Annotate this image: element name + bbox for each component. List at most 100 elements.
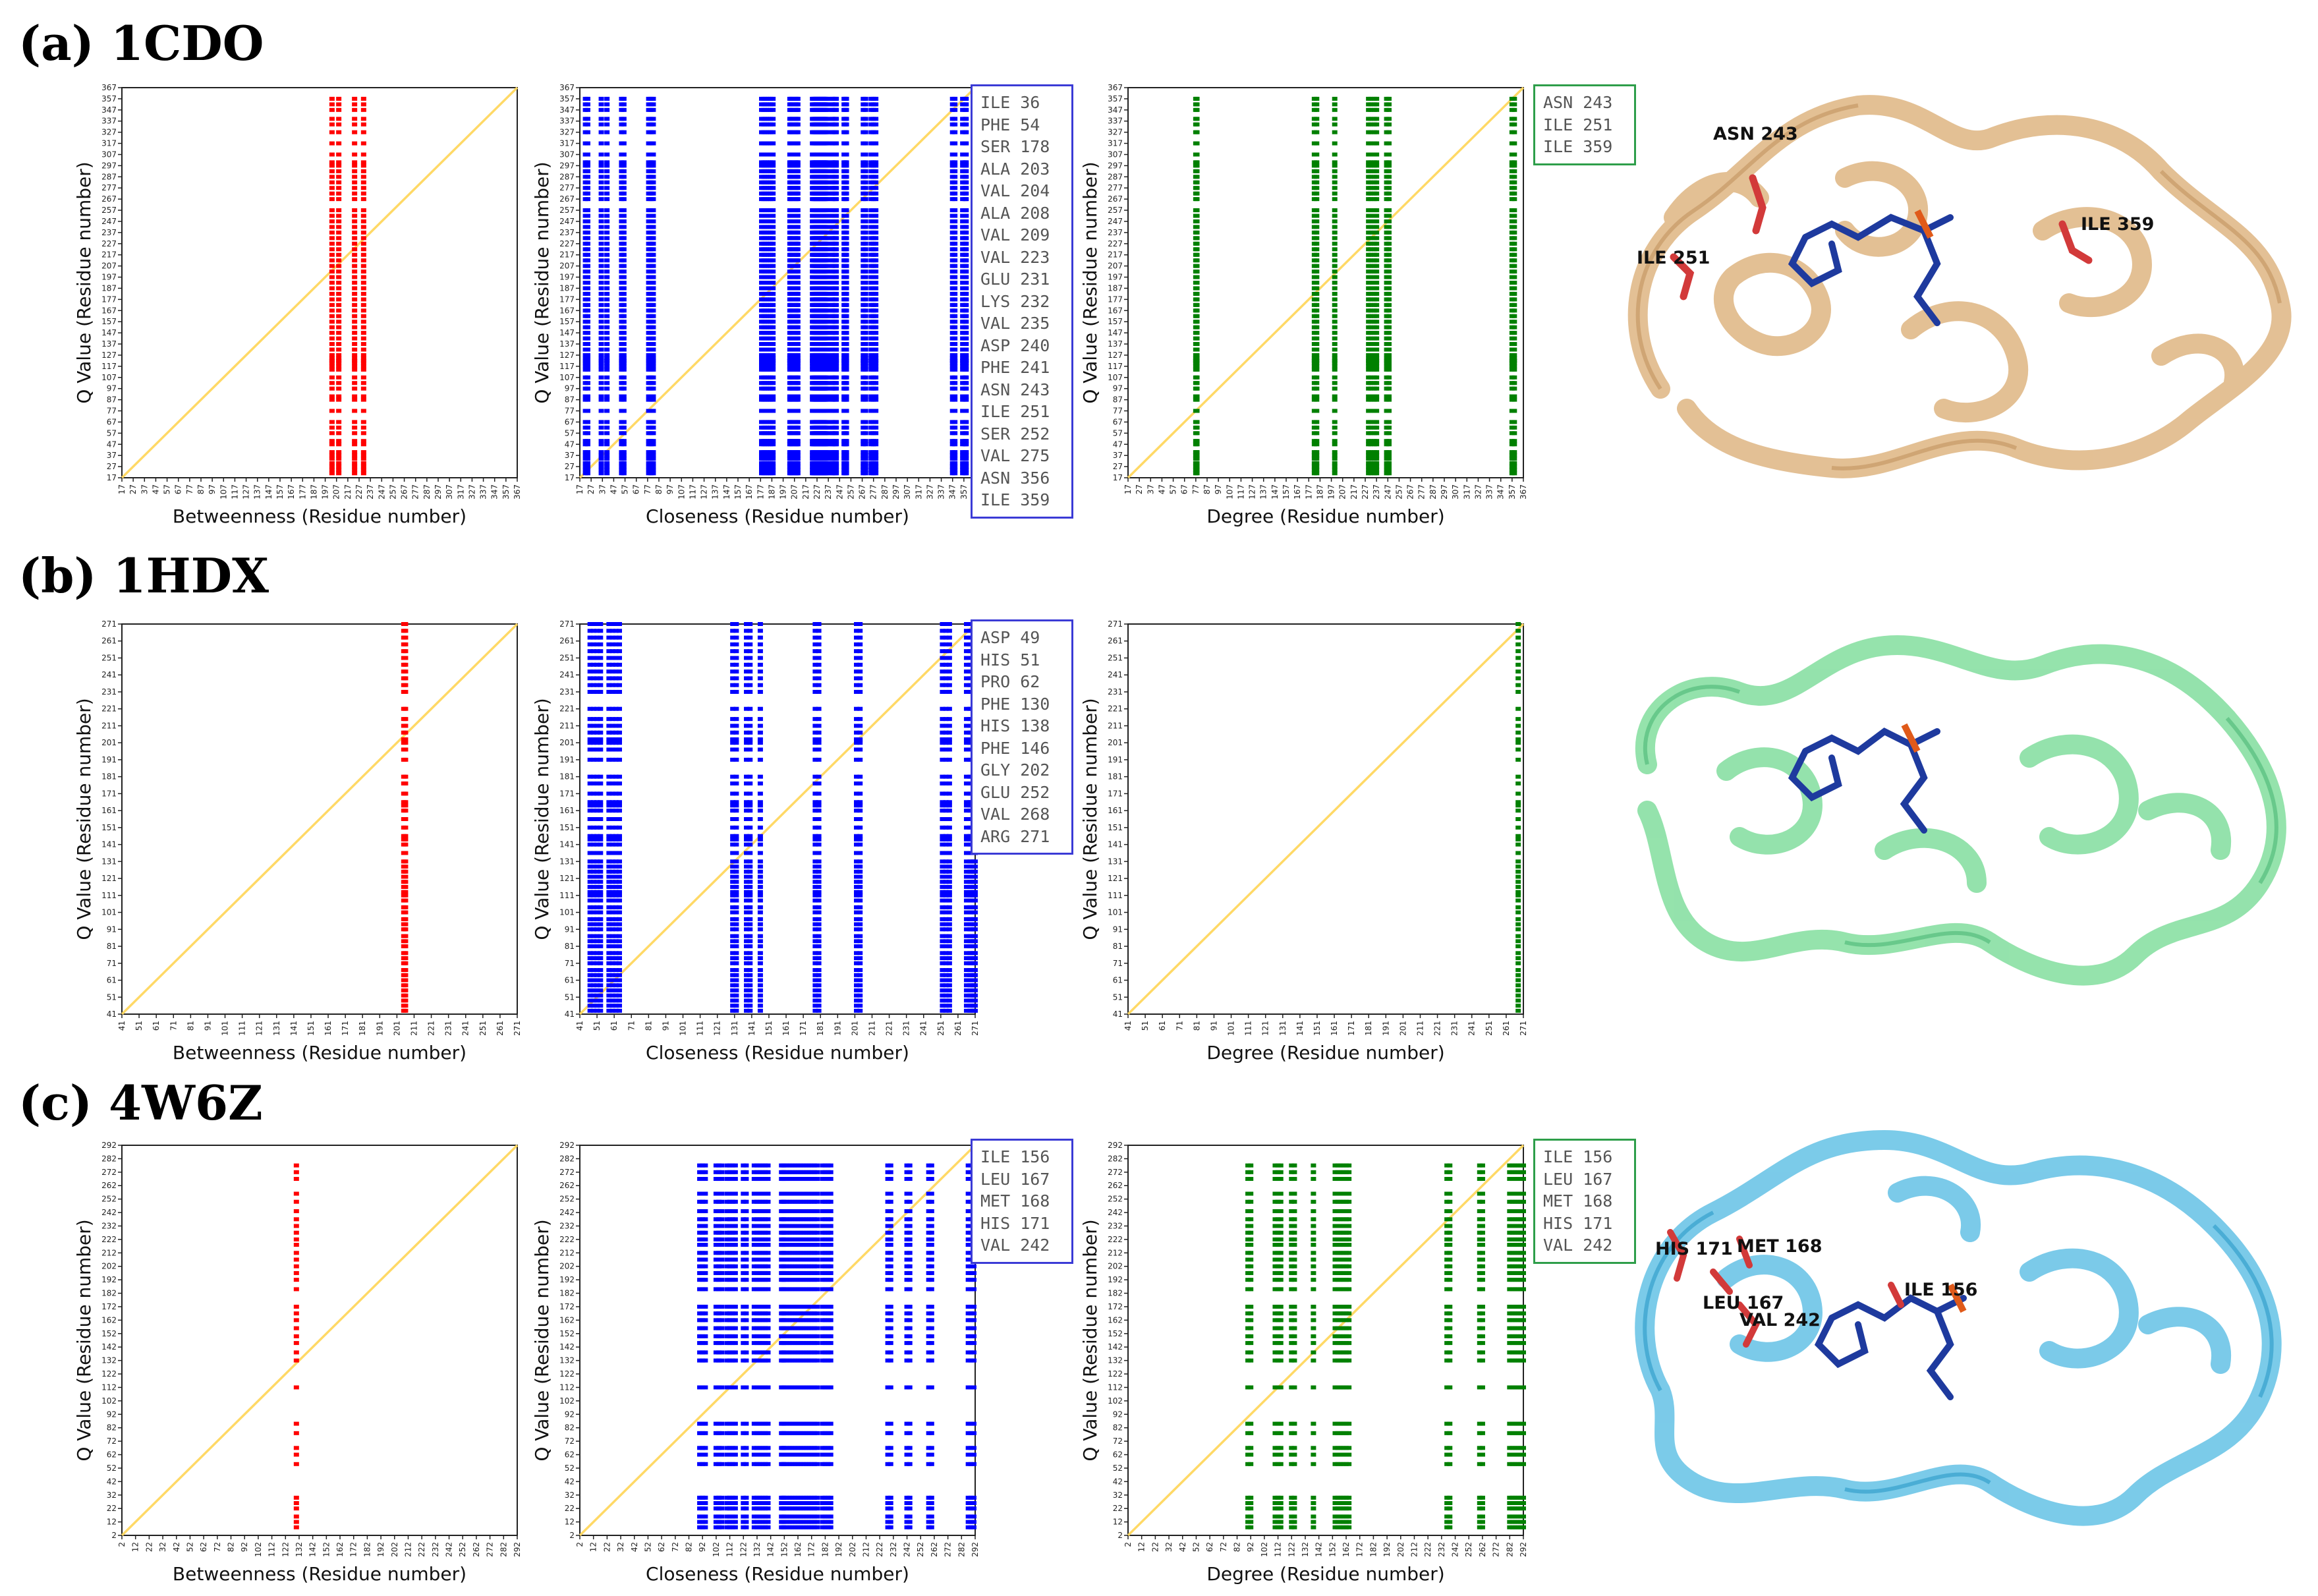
data-point (329, 270, 335, 274)
data-point (862, 107, 868, 112)
data-point (873, 394, 879, 399)
data-point (873, 186, 879, 190)
data-point (789, 160, 795, 165)
data-point (336, 325, 342, 329)
data-point (843, 465, 849, 469)
data-point (1374, 409, 1380, 413)
data-point (789, 241, 795, 246)
data-point (952, 270, 958, 274)
data-point (360, 347, 366, 352)
data-point (650, 191, 656, 196)
data-point (952, 163, 958, 168)
data-point (336, 336, 342, 341)
data-point (1314, 439, 1320, 443)
data-point (621, 342, 627, 347)
data-point (1512, 186, 1517, 190)
data-point (1314, 314, 1320, 318)
x-tick-label: 137 (711, 484, 720, 499)
diagonal-line (121, 86, 519, 479)
data-point (795, 471, 801, 476)
y-tick-label: 147 (559, 328, 575, 337)
data-point (963, 353, 969, 357)
x-tick-label: 17 (575, 484, 584, 494)
data-point (862, 381, 868, 385)
x-tick-label: 247 (1383, 484, 1392, 499)
data-point (1368, 420, 1374, 424)
data-point (952, 297, 958, 302)
data-point (336, 420, 342, 424)
data-point (1314, 409, 1320, 413)
data-point (329, 356, 335, 361)
data-point (1314, 397, 1320, 402)
data-point (1332, 291, 1338, 296)
data-point (1512, 208, 1517, 213)
data-point (352, 208, 358, 213)
x-tick-label: 237 (366, 484, 375, 499)
data-point (1194, 230, 1200, 235)
data-point (336, 208, 342, 213)
data-point (824, 291, 830, 296)
data-point (795, 117, 801, 121)
data-point (873, 122, 879, 127)
data-point (360, 308, 366, 313)
data-point (862, 286, 868, 291)
data-point (585, 141, 590, 146)
data-point (795, 386, 801, 391)
data-point (604, 214, 610, 218)
data-point (621, 465, 627, 469)
data-point (329, 214, 335, 218)
data-point (1332, 336, 1338, 341)
data-point (862, 439, 868, 443)
x-tick-label: 77 (185, 484, 194, 494)
data-point (598, 258, 604, 263)
data-point (1314, 191, 1320, 196)
data-point (352, 431, 358, 436)
x-tick-label: 97 (208, 484, 217, 494)
data-point (795, 264, 801, 268)
data-point (1332, 122, 1338, 127)
data-point (834, 394, 839, 399)
data-point (1194, 381, 1200, 385)
data-point (604, 186, 610, 190)
data-point (1368, 358, 1374, 363)
data-point (1332, 169, 1338, 173)
data-point (1368, 286, 1374, 291)
data-point (1332, 230, 1338, 235)
data-point (360, 163, 366, 168)
data-point (604, 409, 610, 413)
data-point (360, 117, 366, 121)
data-point (352, 336, 358, 341)
data-point (329, 442, 335, 447)
data-point (1314, 425, 1320, 430)
data-point (1374, 431, 1380, 436)
data-point (834, 230, 839, 235)
x-tick-label: 167 (287, 484, 296, 499)
data-point (1368, 141, 1374, 146)
y-tick-label: 197 (559, 273, 575, 282)
x-tick-label: 37 (140, 484, 149, 494)
data-point (834, 397, 839, 402)
data-point (621, 320, 627, 324)
data-point (843, 247, 849, 252)
data-point (650, 461, 656, 466)
y-tick-label: 157 (101, 317, 117, 326)
data-point (585, 258, 590, 263)
data-point (843, 175, 849, 179)
data-point (352, 281, 358, 285)
data-point (621, 471, 627, 476)
data-point (770, 191, 776, 196)
data-point (1386, 342, 1392, 347)
data-point (952, 425, 958, 430)
data-point (824, 308, 830, 313)
data-point (1374, 442, 1380, 447)
data-point (336, 353, 342, 357)
data-point (336, 461, 342, 466)
data-point (1512, 431, 1517, 436)
data-point (873, 468, 879, 472)
data-point (789, 197, 795, 202)
data-point (873, 252, 879, 257)
data-point (650, 471, 656, 476)
data-point (843, 367, 849, 372)
data-point (873, 442, 879, 447)
data-point (1386, 270, 1392, 274)
